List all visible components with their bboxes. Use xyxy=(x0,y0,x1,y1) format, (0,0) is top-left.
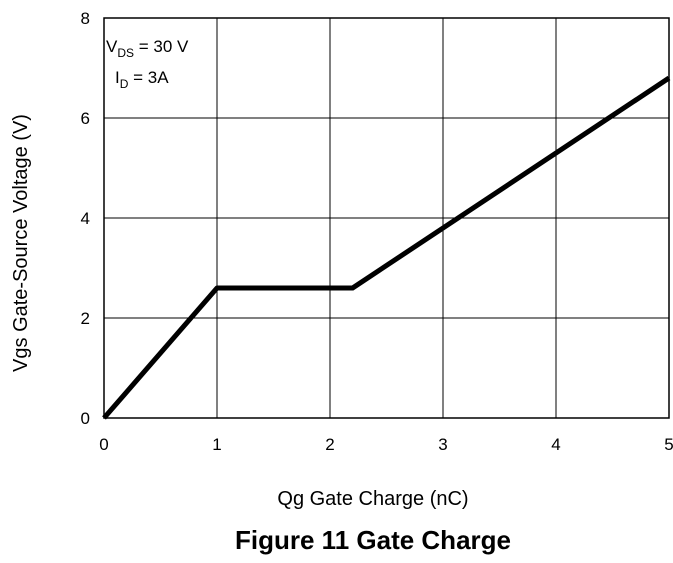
x-tick-label: 5 xyxy=(664,435,673,454)
x-axis-label: Qg Gate Charge (nC) xyxy=(277,488,468,510)
x-tick-label: 2 xyxy=(325,435,334,454)
x-tick-label: 4 xyxy=(551,435,560,454)
y-tick-label: 8 xyxy=(81,9,90,28)
y-tick-label: 4 xyxy=(81,209,90,228)
plot-frame xyxy=(103,17,670,419)
id-annotation: ID = 3A xyxy=(115,68,169,91)
y-tick-label: 6 xyxy=(81,109,90,128)
grid-lines xyxy=(104,18,669,418)
x-tick-labels: 0 1 2 3 4 5 xyxy=(99,435,673,454)
x-tick-label: 1 xyxy=(212,435,221,454)
y-tick-label: 0 xyxy=(81,409,90,428)
vds-annotation: VDS = 30 V xyxy=(106,37,189,60)
y-axis-label: Vgs Gate-Source Voltage (V) xyxy=(10,114,32,372)
y-tick-label: 2 xyxy=(81,309,90,328)
x-tick-label: 3 xyxy=(438,435,447,454)
figure-title: Figure 11 Gate Charge xyxy=(235,525,511,555)
x-tick-label: 0 xyxy=(99,435,108,454)
y-tick-labels: 0 2 4 6 8 xyxy=(81,9,90,428)
series-line xyxy=(102,75,671,420)
series-layer xyxy=(102,75,671,420)
